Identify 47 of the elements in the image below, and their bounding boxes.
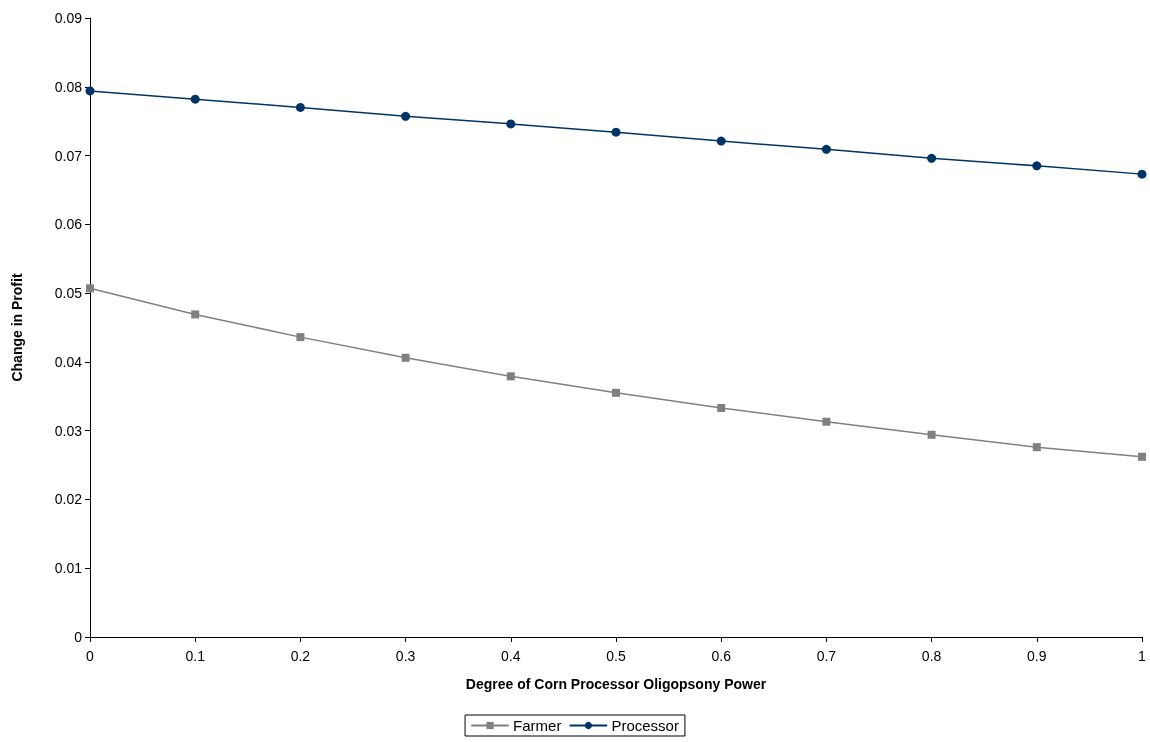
- point: [611, 127, 621, 137]
- point: [1137, 169, 1147, 179]
- x-tick-label: 0.3: [395, 648, 416, 664]
- x-axis-title: Degree of Corn Processor Oligopsony Power: [465, 676, 767, 692]
- x-tick-label: 0.7: [816, 648, 837, 664]
- y-tick-label: 0.02: [54, 491, 83, 508]
- y-tick-label: 0.01: [54, 560, 83, 577]
- y-axis-title: Change in Profit: [9, 273, 25, 382]
- y-tick-label: 0.03: [54, 422, 83, 439]
- point: [927, 153, 937, 163]
- point: [1138, 452, 1146, 461]
- y-tick-label: 0.04: [54, 353, 83, 370]
- point: [1032, 161, 1042, 171]
- point: [927, 430, 936, 439]
- point: [506, 119, 516, 129]
- x-tick-label: 0.2: [290, 648, 311, 664]
- y-tick-label: 0: [74, 629, 83, 645]
- point: [1032, 443, 1041, 452]
- y-tick-label: 0.05: [54, 285, 83, 302]
- y-tick-label: 0.07: [54, 147, 83, 164]
- legend-label: Processor: [611, 717, 679, 734]
- point: [822, 417, 831, 426]
- x-tick-label: 0.8: [921, 648, 942, 664]
- point: [401, 353, 410, 362]
- y-tick-label: 0.09: [54, 10, 83, 26]
- x-tick-label: 0.1: [185, 648, 206, 664]
- x-tick-label: 1: [1138, 648, 1147, 664]
- point: [612, 388, 620, 397]
- point: [821, 144, 831, 154]
- point: [716, 136, 726, 146]
- point: [506, 372, 515, 381]
- legend-label: Farmer: [513, 717, 562, 734]
- point: [296, 333, 305, 342]
- y-tick-label: 0.08: [54, 78, 83, 95]
- point: [717, 403, 726, 412]
- x-tick-label: 0: [86, 648, 95, 664]
- point: [295, 102, 305, 112]
- point: [190, 94, 200, 104]
- point: [401, 111, 411, 121]
- x-tick-label: 0.6: [711, 648, 732, 664]
- x-tick-label: 0.5: [606, 648, 626, 664]
- point: [85, 86, 95, 96]
- point: [86, 284, 94, 293]
- point: [191, 310, 200, 319]
- x-tick-label: 0.4: [501, 648, 521, 664]
- x-tick-label: 0.9: [1027, 648, 1047, 664]
- y-tick-label: 0.06: [54, 216, 83, 233]
